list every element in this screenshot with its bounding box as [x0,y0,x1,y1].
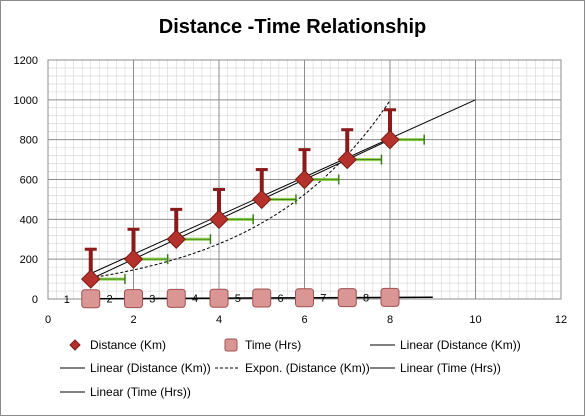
time-point-label: 8 [363,292,369,304]
time-point-label: 4 [192,293,198,305]
time-point-marker [252,288,272,308]
legend-entry-label: Linear (Distance (Km)) [400,338,521,352]
y-tick-label: 1200 [14,55,38,67]
x-tick-label: 6 [301,314,307,326]
x-tick-label: 12 [555,314,567,326]
legend-entry-label: Linear (Time (Hrs)) [90,385,191,399]
time-point-label: 2 [106,294,112,306]
legend-entry-label: Linear (Time (Hrs)) [400,361,501,375]
distance-point-marker [166,229,186,249]
legend-time-marker [224,338,238,352]
distance-point-marker [337,149,357,170]
time-point-marker [124,289,143,309]
x-tick-label: 8 [387,314,393,326]
x-tick-label: 10 [469,314,481,326]
distance-point-marker [252,189,272,210]
time-point-marker [166,288,186,308]
time-point-marker [380,287,400,307]
chart-title: Distance -Time Relationship [158,16,427,38]
distance-point-marker [380,129,400,150]
y-tick-label: 400 [20,214,38,226]
trendline-linear-distance-extended [90,99,476,274]
x-tick-label: 4 [216,314,222,326]
legend-entry-label: Distance (Km) [90,338,166,352]
time-point-label: 1 [64,294,70,306]
distance-point-marker [81,269,101,289]
x-tick-label: 0 [45,314,51,326]
legend-entry-label: Linear (Distance (Km)) [90,361,211,375]
trendline-linear-distance [90,139,391,280]
time-point-label: 7 [320,293,326,305]
y-tick-label: 800 [20,135,38,147]
trendline-exponential-distance [90,100,391,279]
time-point-marker [295,288,314,308]
distance-point-marker [123,249,144,269]
y-tick-label: 200 [20,254,38,266]
distance-point-marker [209,209,229,230]
time-point-label: 6 [277,293,283,305]
time-point-label: 3 [149,293,155,305]
legend-distance-marker [69,339,81,351]
time-point-marker [209,288,229,308]
y-tick-label: 1000 [14,95,38,107]
time-point-marker [81,289,101,309]
distance-point-marker [294,169,315,190]
x-tick-label: 2 [130,314,136,326]
legend-entry-label: Time (Hrs) [245,338,301,352]
legend-entry-label: Expon. (Distance (Km)) [245,361,370,375]
time-point-label: 5 [235,293,241,305]
y-tick-label: 0 [32,294,38,306]
y-tick-label: 600 [20,175,38,187]
time-point-marker [337,288,357,308]
